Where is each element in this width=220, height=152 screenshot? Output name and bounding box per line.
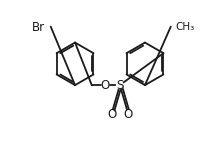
Circle shape	[102, 82, 109, 88]
Circle shape	[108, 111, 115, 117]
Text: O: O	[107, 107, 116, 121]
Circle shape	[117, 82, 123, 88]
Circle shape	[125, 111, 132, 117]
Text: CH₃: CH₃	[175, 22, 195, 32]
Text: S: S	[116, 79, 124, 92]
Text: O: O	[124, 107, 133, 121]
Text: Br: Br	[31, 21, 45, 34]
Text: O: O	[101, 79, 110, 92]
Circle shape	[43, 26, 46, 29]
